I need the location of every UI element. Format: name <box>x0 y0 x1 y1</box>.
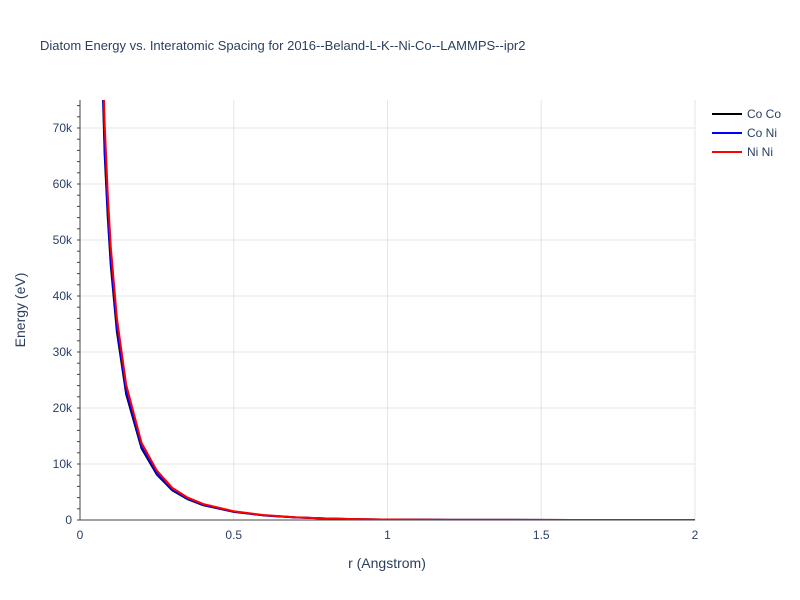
legend-label: Co Ni <box>747 126 777 140</box>
y-tick-label: 10k <box>53 457 73 471</box>
y-tick-label: 50k <box>53 233 73 247</box>
y-axis: 0 10k 20k 30k 40k 50k 60k 70k <box>53 100 81 527</box>
legend-label: Co Co <box>747 107 781 121</box>
y-axis-title: Energy (eV) <box>12 273 28 348</box>
series-line-ni-ni <box>102 100 695 520</box>
plot-area <box>102 100 695 520</box>
x-tick-label: 2 <box>692 528 699 542</box>
y-tick-label: 20k <box>53 401 73 415</box>
legend-item[interactable]: Co Co <box>712 107 781 121</box>
legend-item[interactable]: Ni Ni <box>712 145 773 159</box>
x-tick-label: 1 <box>384 528 391 542</box>
series-line-co-ni <box>102 100 695 520</box>
legend-label: Ni Ni <box>747 145 773 159</box>
x-tick-label: 0.5 <box>225 528 242 542</box>
series-line-co-co <box>102 100 695 520</box>
x-axis-title: r (Angstrom) <box>348 555 426 571</box>
grid <box>80 100 696 520</box>
x-tick-label: 0 <box>77 528 84 542</box>
x-tick-label: 1.5 <box>533 528 550 542</box>
legend[interactable]: Co Co Co Ni Ni Ni <box>712 107 781 159</box>
legend-item[interactable]: Co Ni <box>712 126 777 140</box>
x-axis: 0 0.5 1 1.5 2 <box>77 519 699 542</box>
y-tick-label: 60k <box>53 177 73 191</box>
y-tick-label: 40k <box>53 289 73 303</box>
chart-title: Diatom Energy vs. Interatomic Spacing fo… <box>40 38 526 53</box>
y-tick-label: 30k <box>53 345 73 359</box>
y-tick-label: 70k <box>53 121 73 135</box>
y-tick-label: 0 <box>65 513 72 527</box>
